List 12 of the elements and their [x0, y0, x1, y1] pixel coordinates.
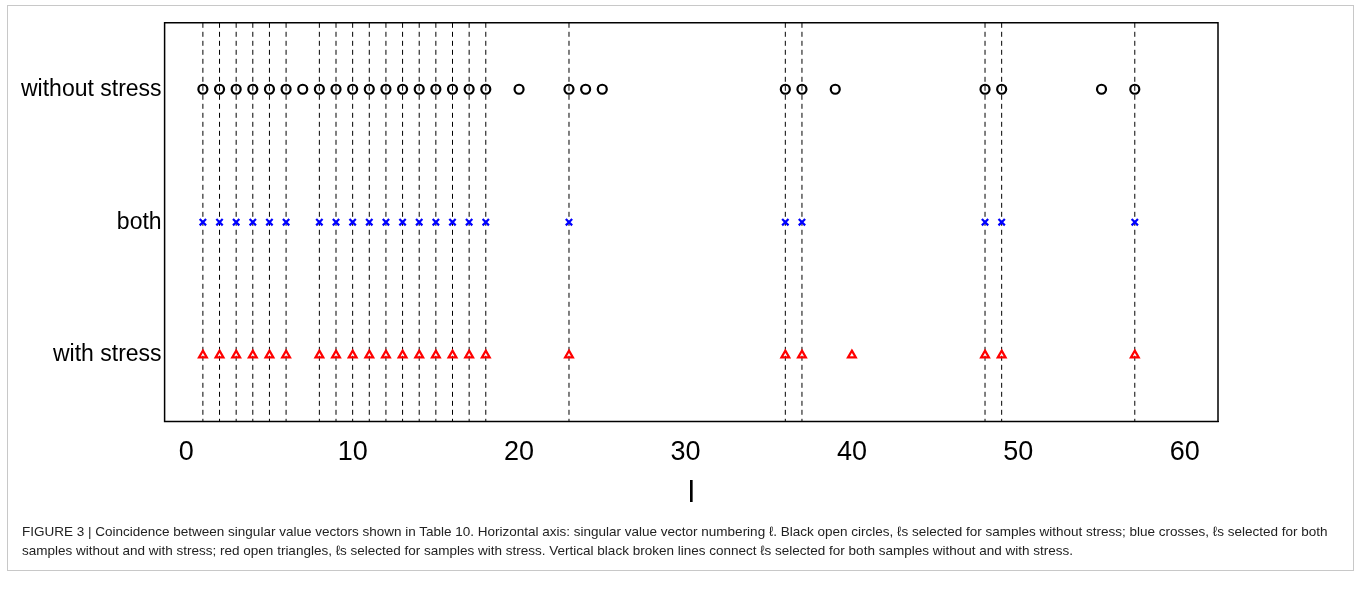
x-tick-label: 60 [1169, 436, 1200, 467]
x-tick-label: 10 [337, 436, 368, 467]
x-tick-label: 30 [670, 436, 701, 467]
x-axis-title: l [687, 475, 695, 509]
y-tick-label: both [116, 207, 162, 234]
x-tick-label: 20 [504, 436, 535, 467]
x-tick-label: 40 [836, 436, 867, 467]
x-tick-label: 50 [1003, 436, 1034, 467]
x-tick-label: 0 [178, 436, 194, 467]
y-tick-label: with stress [51, 340, 162, 367]
y-tick-label: without stress [20, 74, 162, 101]
caption: FIGURE 3 | Coincidence between singular value vectors shown in Table 10. Horizontal axis: singular value vector numbering ℓ. Black open circles, ℓs selected for samples without stress; blue crosses, ℓs selected for both samples without and with stress; red open triangles, ℓs selected for samples with stress. Vertical black broken lines connect ℓs selected for both samples without and with stress. [21, 523, 1329, 560]
